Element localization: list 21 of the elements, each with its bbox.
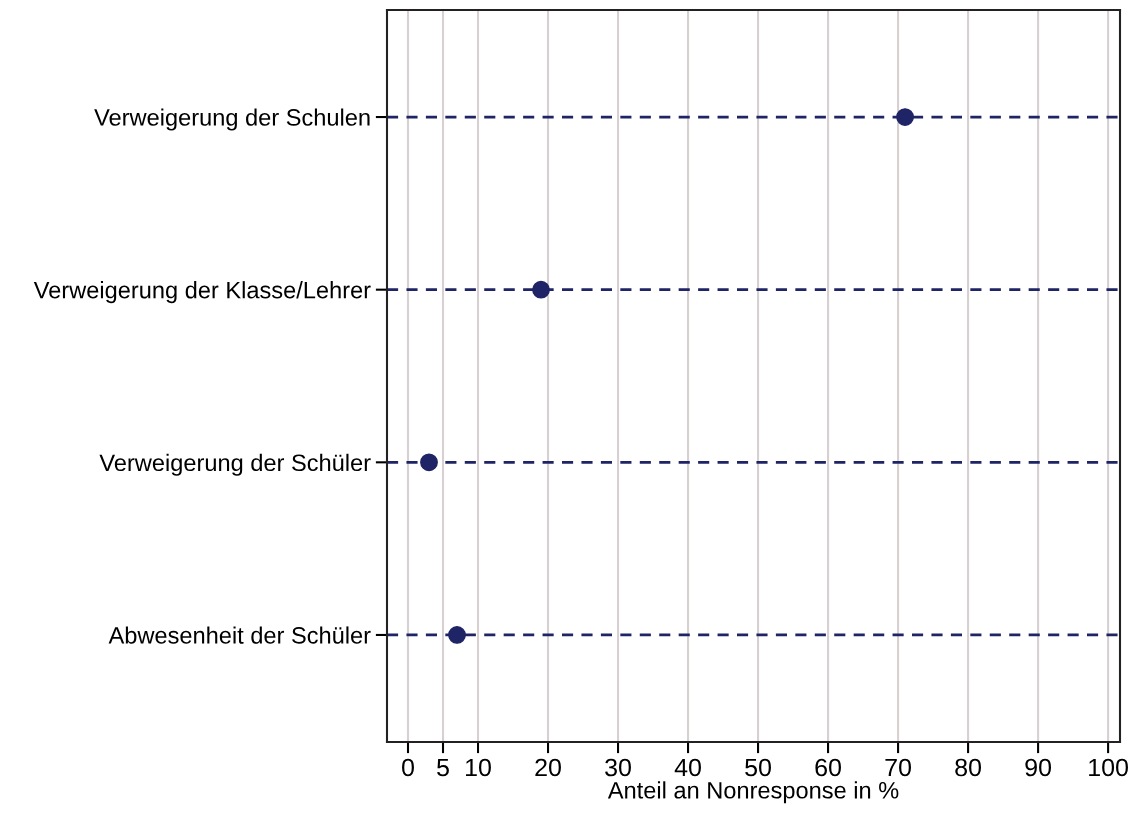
x-tick-label: 30 <box>605 758 631 777</box>
x-tick-label: 100 <box>1089 758 1128 777</box>
x-tick-label: 60 <box>815 758 841 777</box>
point <box>532 280 550 299</box>
y-tick-label: Verweigerung der Schüler <box>99 453 371 476</box>
x-tick-label: 5 <box>437 758 449 777</box>
x-tick-label: 20 <box>535 758 561 777</box>
x-axis-title: Anteil an Nonresponse in % <box>607 781 899 804</box>
point <box>896 108 914 126</box>
point <box>420 453 438 472</box>
x-tick-label: 0 <box>402 758 414 777</box>
x-tick-label: 80 <box>955 758 982 777</box>
x-tick-label: 10 <box>466 758 491 777</box>
point <box>448 626 466 644</box>
y-tick-label: Abwesenheit der Schüler <box>108 626 371 644</box>
x-tick-label: 50 <box>745 758 771 777</box>
x-tick-label: 90 <box>1025 758 1052 777</box>
y-tick-label: Verweigerung der Schulen <box>94 108 370 131</box>
x-tick-label: 70 <box>885 758 911 777</box>
x-tick-label: 40 <box>674 758 701 777</box>
y-tick-label: Verweigerung der Klasse/Lehrer <box>33 281 371 304</box>
